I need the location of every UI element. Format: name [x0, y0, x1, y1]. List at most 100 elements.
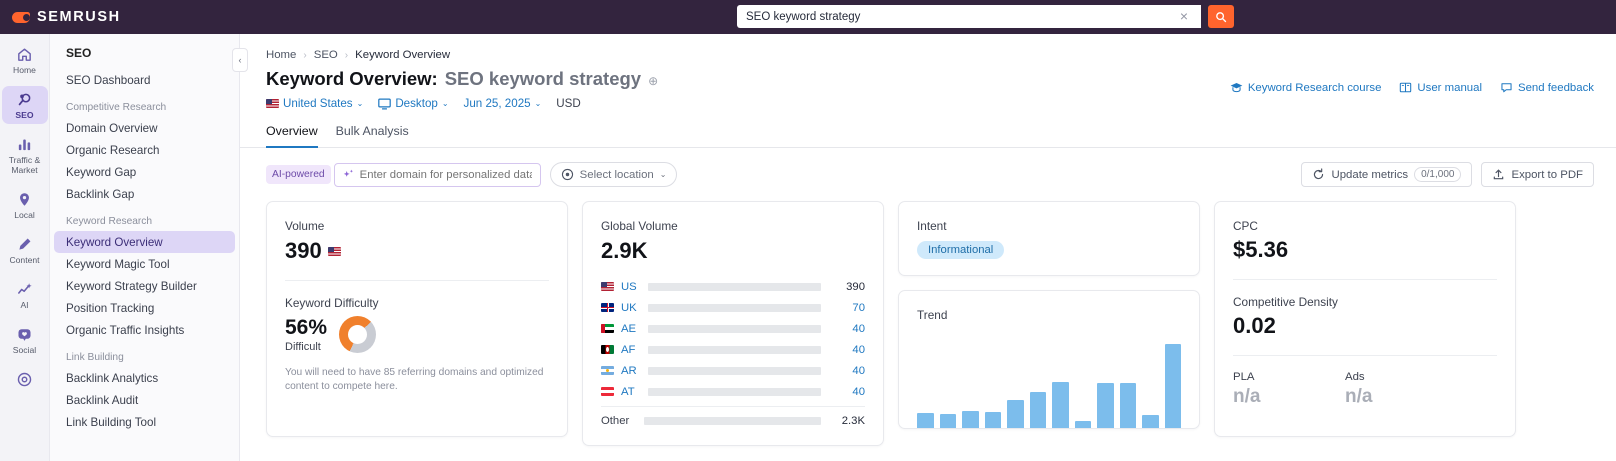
semrush-wordmark: SEMRUSH [37, 9, 121, 25]
rail-item-more[interactable] [2, 366, 48, 392]
tab-bulk-analysis[interactable]: Bulk Analysis [335, 124, 409, 138]
intent-badge[interactable]: Informational [917, 241, 1005, 259]
rail-item-content[interactable]: Content [2, 231, 48, 269]
page-title: Keyword Overview: [266, 68, 438, 89]
trend-bar[interactable] [1097, 383, 1114, 428]
domain-input[interactable] [359, 168, 532, 181]
trend-bar[interactable] [962, 410, 979, 428]
nav-item-position-tracking[interactable]: Position Tracking [66, 301, 155, 315]
keyword-difficulty-grade: Difficult [285, 341, 321, 353]
location-selector[interactable]: Select location ⌄ [549, 162, 678, 187]
currency-label: USD [556, 97, 581, 110]
date-selector[interactable]: Jun 25, 2025 ⌄ [464, 97, 542, 110]
clear-search-icon[interactable]: × [1177, 9, 1191, 23]
cpc-label: CPC [1233, 219, 1258, 233]
heart-badge-icon [18, 329, 31, 341]
global-volume-other-row: Other 2.3K [601, 410, 865, 431]
semrush-mark-icon [12, 10, 31, 24]
country-volume: 40 [852, 322, 865, 335]
header-link-user-manual[interactable]: User manual [1399, 81, 1482, 94]
chat-bubble-icon [1501, 83, 1512, 93]
breadcrumb-separator-icon: › [303, 49, 307, 61]
update-metrics-button[interactable]: Update metrics 0/1,000 [1301, 162, 1473, 187]
update-metrics-count: 0/1,000 [1414, 167, 1462, 182]
rail-item-social[interactable]: Social [2, 321, 48, 359]
rail-label-seo: SEO [15, 110, 34, 120]
country-code[interactable]: US [621, 280, 637, 293]
global-volume-row[interactable]: UK 70 [601, 297, 865, 318]
export-pdf-button[interactable]: Export to PDF [1481, 162, 1594, 187]
country-code[interactable]: UK [621, 301, 637, 314]
toolbar-actions: Update metrics 0/1,000 Export to PDF [1301, 162, 1594, 187]
country-code[interactable]: AR [621, 364, 637, 377]
tab-overview[interactable]: Overview [266, 124, 318, 148]
rail-item-local[interactable]: Local [2, 186, 48, 224]
map-pin-icon [561, 168, 573, 181]
filters-row: United States ⌄ Desktop ⌄ Jun 25, 2025 ⌄… [240, 90, 1616, 110]
rail-item-seo[interactable]: SEO [1, 86, 48, 124]
af-flag-icon [601, 345, 614, 354]
nav-item-link-building-tool[interactable]: Link Building Tool [66, 415, 157, 429]
global-volume-row[interactable]: AF 40 [601, 339, 865, 360]
nav-item-backlink-audit[interactable]: Backlink Audit [66, 393, 139, 407]
rail-item-home[interactable]: Home [2, 41, 48, 79]
breadcrumb-home[interactable]: Home [266, 49, 297, 61]
trend-bar[interactable] [1074, 421, 1091, 428]
header-link-label: User manual [1417, 81, 1482, 94]
header-link-send-feedback[interactable]: Send feedback [1500, 81, 1594, 94]
trend-bar[interactable] [1052, 382, 1069, 428]
trend-bar[interactable] [1164, 343, 1181, 428]
nav-group-competitive-research: Competitive Research [66, 102, 167, 113]
nav-item-keyword-strategy-builder[interactable]: Keyword Strategy Builder [66, 279, 197, 293]
intent-card: Intent Informational [898, 201, 1200, 276]
country-selector[interactable]: United States ⌄ [266, 97, 363, 110]
nav-item-keyword-magic-tool[interactable]: Keyword Magic Tool [66, 257, 170, 271]
nav-item-keyword-overview[interactable]: Keyword Overview [54, 231, 235, 253]
rail-item-traffic-market[interactable]: Traffic & Market [2, 131, 48, 179]
cpc-value: $5.36 [1233, 237, 1289, 262]
collapse-sidebar-button[interactable]: ‹ [232, 48, 248, 72]
country-code[interactable]: AE [621, 322, 637, 335]
metrics-card-grid: Volume 390 Keyword Difficulty 56% Diffic… [240, 187, 1616, 446]
global-volume-row[interactable]: US 390 [601, 276, 865, 297]
nav-item-backlink-gap[interactable]: Backlink Gap [66, 187, 135, 201]
global-search[interactable]: × [737, 5, 1201, 28]
device-selector[interactable]: Desktop ⌄ [378, 97, 449, 110]
add-to-list-icon[interactable]: ⊕ [648, 74, 659, 88]
country-code[interactable]: AF [621, 343, 636, 356]
nav-item-keyword-gap[interactable]: Keyword Gap [66, 165, 137, 179]
trend-bar[interactable] [1119, 383, 1136, 428]
intent-label: Intent [917, 219, 947, 233]
keyword-difficulty-percent: 56% [285, 316, 328, 339]
trend-bar[interactable] [1007, 399, 1024, 428]
global-volume-row[interactable]: AR 40 [601, 360, 865, 381]
app-rail: Home SEO Traffic & Market Local Content [0, 34, 50, 461]
rail-item-ai[interactable]: AI [2, 276, 48, 314]
trend-bar[interactable] [1142, 414, 1159, 428]
trend-bar[interactable] [939, 413, 956, 428]
nav-item-organic-research[interactable]: Organic Research [66, 143, 160, 157]
nav-item-backlink-analytics[interactable]: Backlink Analytics [66, 371, 159, 385]
global-volume-row[interactable]: AT 40 [601, 381, 865, 402]
nav-item-organic-traffic-insights[interactable]: Organic Traffic Insights [66, 323, 185, 337]
country-code[interactable]: AT [621, 385, 635, 398]
breadcrumb-seo[interactable]: SEO [313, 49, 338, 61]
other-label: Other [601, 414, 630, 427]
keyword-difficulty-label: Keyword Difficulty [285, 296, 379, 310]
breadcrumb: Home › SEO › Keyword Overview [240, 34, 1616, 61]
global-volume-row[interactable]: AE 40 [601, 318, 865, 339]
semrush-logo[interactable]: SEMRUSH [0, 9, 121, 25]
trend-bar[interactable] [1029, 391, 1046, 428]
nav-item-seo-dashboard[interactable]: SEO Dashboard [66, 73, 151, 87]
domain-input-group[interactable] [333, 162, 541, 187]
us-flag-icon [601, 282, 614, 291]
search-submit-button[interactable] [1208, 5, 1234, 28]
search-input[interactable] [737, 5, 1201, 28]
chevron-down-icon: ⌄ [356, 99, 364, 108]
nav-group-keyword-research: Keyword Research [66, 216, 153, 227]
page-title-row: Keyword Overview: SEO keyword strategy ⊕ [240, 61, 1616, 90]
trend-bar[interactable] [917, 412, 934, 428]
nav-item-domain-overview[interactable]: Domain Overview [66, 121, 158, 135]
header-link-keyword-research-course[interactable]: Keyword Research course [1230, 81, 1381, 94]
trend-bar[interactable] [984, 411, 1001, 428]
